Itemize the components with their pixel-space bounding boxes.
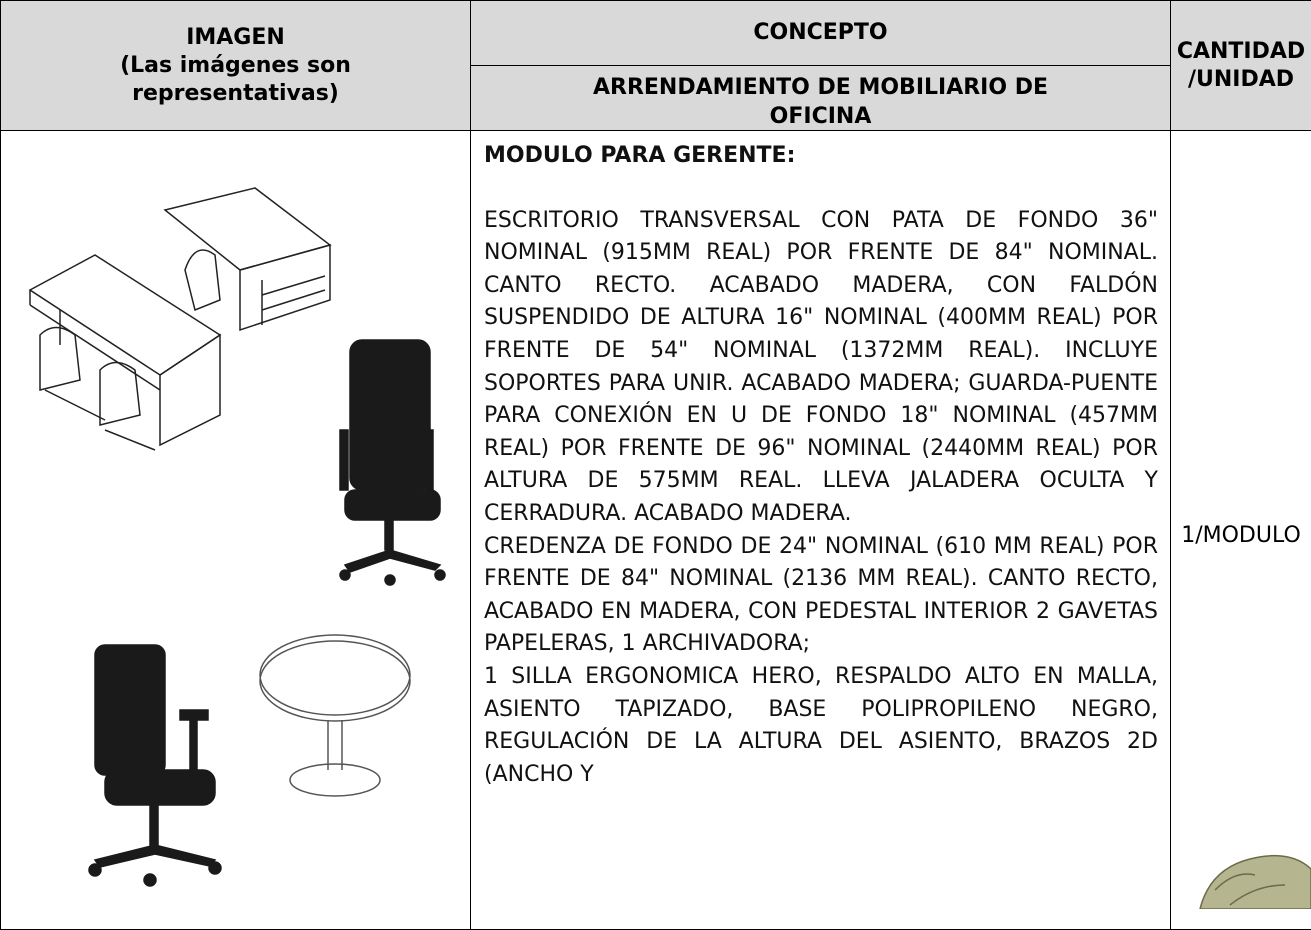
chair — [88, 644, 222, 887]
quantity-title: CANTIDAD /UNIDAD — [1170, 0, 1311, 131]
paragraph: 1 SILLA ERGONOMICA HERO, RESPALDO ALTO E… — [484, 663, 1158, 787]
paragraph: CREDENZA DE FONDO DE 24" NOMINAL (610 MM… — [484, 533, 1158, 657]
illustrations — [28, 187, 1311, 909]
heading: MODULO PARA GERENTE: — [484, 143, 796, 168]
desk-drawing — [28, 187, 332, 451]
round-table — [259, 634, 411, 797]
image-title: IMAGEN — [186, 24, 285, 50]
image-note: (Las imágenes son representativas) — [120, 52, 351, 106]
tall-chair — [339, 339, 446, 586]
description: MODULO PARA GERENTE: ESCRITORIO TRANSVER… — [484, 140, 1158, 791]
decorative-image — [1199, 854, 1311, 909]
paragraph: ESCRITORIO TRANSVERSAL CON PATA DE FONDO… — [484, 207, 1158, 526]
quantity: 1/MODULO — [1181, 522, 1301, 548]
image-header: IMAGEN (Las imágenes son representativas… — [0, 0, 471, 131]
